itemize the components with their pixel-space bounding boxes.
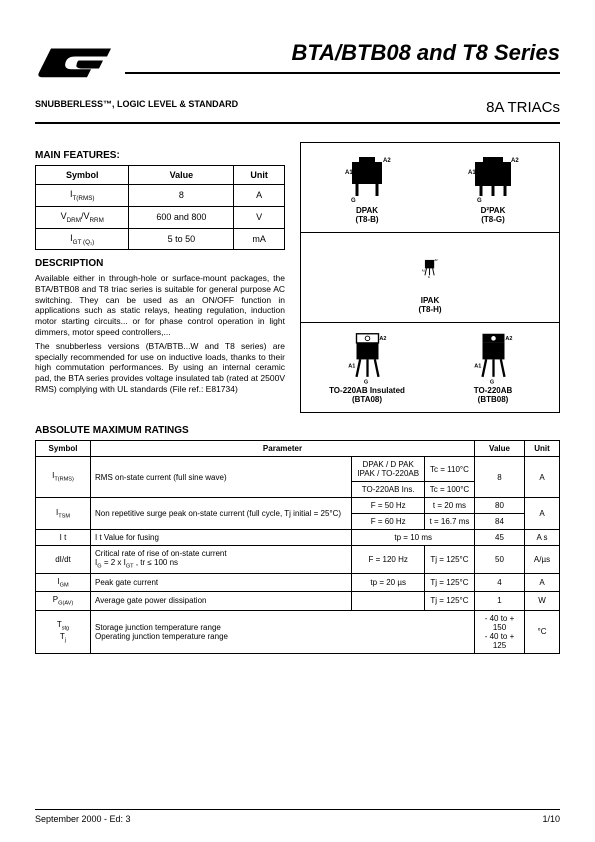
page-footer: September 2000 - Ed: 3 1/10 [35,809,560,824]
table-row: IT(RMS) RMS on-state current (full sine … [36,457,560,482]
svg-text:A1: A1 [422,269,426,272]
table-row: ITSM Non repetitive surge peak on-state … [36,498,560,514]
title-block: BTA/BTB08 and T8 Series [125,40,560,74]
pkg-dpak: A1A2G DPAK(T8-B) [309,151,425,224]
subtitle-row: SNUBBERLESS™, LOGIC LEVEL & STANDARD 8A … [35,93,560,124]
table-row: VDRM/VRRM 600 and 800 V [36,206,285,228]
svg-text:A2: A2 [511,158,519,164]
svg-text:A1: A1 [474,364,481,370]
page-title: BTA/BTB08 and T8 Series [125,40,560,66]
pkg-to220-ins: A1A2G TO-220AB Insulated(BTA08) [309,331,425,404]
package-diagrams: A1A2G DPAK(T8-B) A1A2G D²PAK(T8-G) A1A2G… [300,142,560,413]
col-value: Value [129,166,234,185]
svg-text:G: G [428,277,430,279]
table-row: IT(RMS) 8 A [36,185,285,207]
col-symbol: Symbol [36,166,129,185]
pkg-ipak: A1A2G IPAK(T8-H) [418,241,441,314]
svg-text:A2: A2 [505,336,512,342]
svg-text:G: G [351,198,356,204]
subtitle-left: SNUBBERLESS™, LOGIC LEVEL & STANDARD [35,99,238,116]
table-row: IGM Peak gate current tp = 20 µs Tj = 12… [36,573,560,592]
svg-text:A1: A1 [348,364,355,370]
description-p2: The snubberless versions (BTA/BTB...W an… [35,341,285,394]
description-p1: Available either in through-hole or surf… [35,273,285,337]
amr-heading: ABSOLUTE MAXIMUM RATINGS [35,425,560,436]
table-row: dI/dt Critical rate of rise of on-state … [36,546,560,574]
svg-text:G: G [489,379,493,385]
svg-text:A1: A1 [468,170,476,176]
table-row: IGT (Q₁) 5 to 50 mA [36,228,285,250]
table-row: PG(AV) Average gate power dissipation Tj… [36,592,560,611]
description-heading: DESCRIPTION [35,258,285,269]
subtitle-right: 8A TRIACs [486,99,560,116]
svg-text:A2: A2 [383,158,391,164]
table-row: I t I t Value for fusing tp = 10 ms 45 A… [36,530,560,546]
svg-text:A1: A1 [345,170,353,176]
footer-page: 1/10 [542,814,560,824]
features-table: Symbol Value Unit IT(RMS) 8 A VDRM/VRRM … [35,165,285,250]
amr-table: Symbol Parameter Value Unit IT(RMS) RMS … [35,440,560,654]
svg-text:G: G [363,379,367,385]
table-row: TstgTj Storage junction temperature rang… [36,610,560,653]
svg-text:G: G [477,198,482,204]
pkg-to220: A1A2G TO-220AB(BTB08) [435,331,551,404]
footer-date: September 2000 - Ed: 3 [35,814,131,824]
svg-text:A2: A2 [379,336,386,342]
pkg-d2pak: A1A2G D²PAK(T8-G) [435,151,551,224]
features-heading: MAIN FEATURES: [35,150,285,161]
st-logo [35,40,115,85]
svg-text:A2: A2 [435,259,439,262]
col-unit: Unit [234,166,285,185]
